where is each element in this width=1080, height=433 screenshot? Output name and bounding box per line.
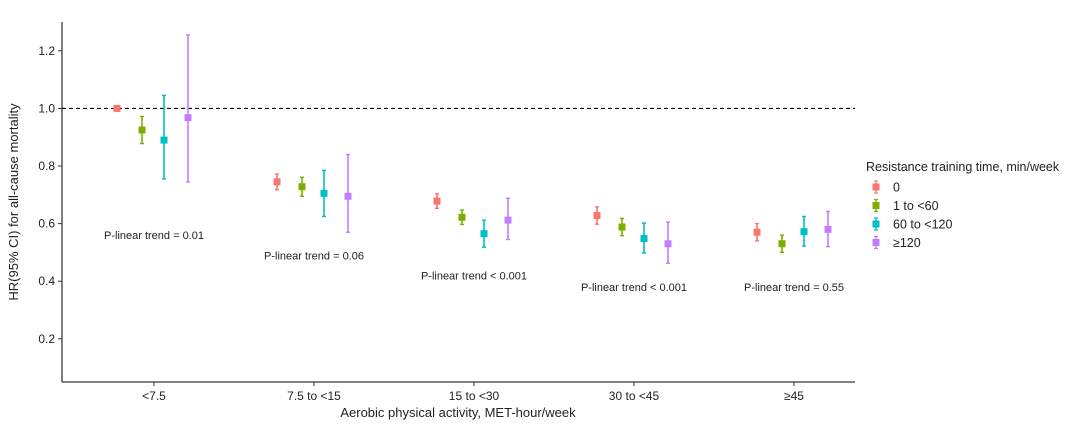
legend-key-point <box>872 239 880 246</box>
x-axis-title: Aerobic physical activity, MET-hour/week <box>340 405 576 420</box>
data-point <box>113 104 121 112</box>
data-point <box>273 178 281 186</box>
data-point <box>778 240 786 248</box>
legend-label: 60 to <120 <box>893 218 952 232</box>
legend-key-point <box>872 202 880 209</box>
legend-item: 0 <box>872 180 900 195</box>
p-trend-annotation: P-linear trend = 0.55 <box>744 282 844 294</box>
p-trend-annotation: P-linear trend = 0.06 <box>264 250 364 262</box>
p-trend-annotation: P-linear trend = 0.01 <box>104 230 204 242</box>
data-point <box>458 213 466 221</box>
data-point <box>753 228 761 236</box>
x-tick-label: 30 to <45 <box>609 389 660 403</box>
data-point <box>320 189 328 197</box>
x-tick-label: 7.5 to <15 <box>287 389 341 403</box>
y-tick-label: 0.2 <box>38 332 55 346</box>
y-tick-label: 0.8 <box>38 159 55 173</box>
data-point <box>184 114 192 122</box>
data-point <box>664 240 672 248</box>
y-axis-title: HR(95% CI) for all-cause mortality <box>6 103 21 301</box>
data-point <box>344 192 352 200</box>
legend-item: 60 to <120 <box>872 217 952 232</box>
x-tick-label: <7.5 <box>142 389 166 403</box>
data-point <box>433 197 441 205</box>
legend-key-point <box>872 183 880 191</box>
data-point <box>298 183 306 191</box>
p-trend-annotation: P-linear trend < 0.001 <box>421 270 527 282</box>
data-point <box>593 212 601 220</box>
data-point <box>480 230 488 238</box>
legend-key-point <box>872 220 880 228</box>
legend-label: 1 to <60 <box>893 199 939 213</box>
y-tick-label: 1.2 <box>38 44 55 58</box>
data-point <box>618 223 626 231</box>
data-point <box>160 136 168 144</box>
x-tick-label: 15 to <30 <box>449 389 500 403</box>
legend-title: Resistance training time, min/week <box>866 160 1060 174</box>
data-point <box>640 235 648 243</box>
legend-label: ≥120 <box>893 236 921 250</box>
y-tick-label: 0.6 <box>38 217 55 231</box>
y-tick-label: 1.0 <box>38 101 55 115</box>
p-trend-annotation: P-linear trend < 0.001 <box>581 282 687 294</box>
data-point <box>824 225 832 233</box>
data-point <box>504 216 512 224</box>
legend-item: 1 to <60 <box>872 198 939 213</box>
legend-item: ≥120 <box>872 235 921 250</box>
legend-label: 0 <box>893 181 900 195</box>
y-tick-label: 0.4 <box>38 274 55 288</box>
data-point <box>138 126 146 134</box>
legend: Resistance training time, min/week 0 1 to… <box>866 160 1060 250</box>
data-point <box>800 228 808 236</box>
x-tick-label: ≥45 <box>784 389 804 403</box>
